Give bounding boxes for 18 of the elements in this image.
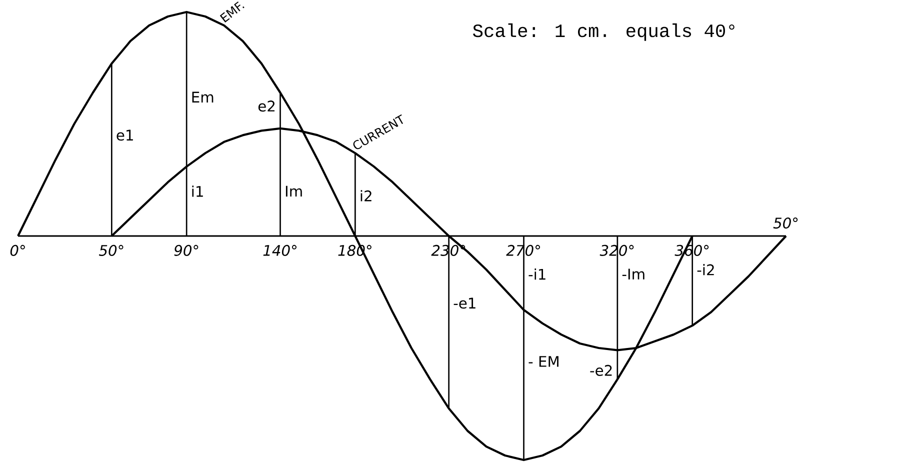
annotation: -Im (622, 268, 644, 280)
x-tick-label: 50° (98, 244, 124, 256)
annotation: -i2 (697, 264, 714, 276)
x-tick-label: 0° (10, 244, 25, 256)
annotation: e1 (116, 130, 133, 141)
annotation: Em (192, 92, 214, 102)
annotation: -i1 (528, 268, 546, 280)
annotation: e2 (258, 100, 275, 112)
annotation: i2 (360, 190, 372, 202)
x-tick-label: 90° (174, 244, 198, 256)
annotation: -e2 (590, 364, 612, 376)
annotation: Scale: 1 cm. equals 40° (472, 23, 734, 41)
annotation: - EM (528, 356, 558, 367)
annotation: 50° (773, 218, 798, 229)
x-tick-label: 140° (263, 244, 297, 256)
annotation: -e1 (454, 298, 476, 309)
annotation: Im (286, 186, 302, 197)
annotation: i1 (192, 186, 203, 197)
